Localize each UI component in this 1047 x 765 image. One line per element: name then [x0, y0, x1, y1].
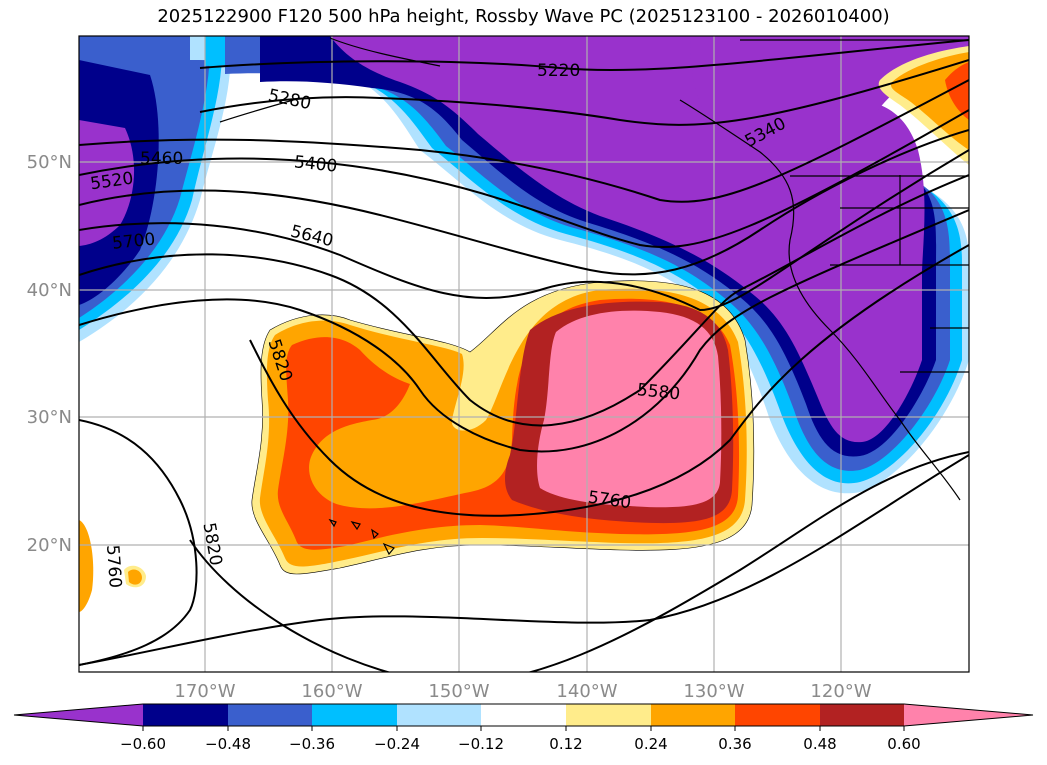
lat-tick: 50°N [27, 152, 72, 173]
colorbar-tick-label: −0.12 [458, 735, 504, 753]
colorbar-segment [481, 704, 566, 726]
lon-tick: 140°W [556, 681, 617, 702]
lon-tick: 160°W [301, 681, 362, 702]
positive-anomaly-central [251, 280, 755, 575]
lat-tick: 20°N [27, 535, 72, 556]
lat-tick: 40°N [27, 280, 72, 301]
contour-label: 5220 [537, 61, 580, 81]
colorbar-tick-label: 0.12 [549, 735, 582, 753]
coastlines [219, 37, 969, 556]
colorbar-tick-label: −0.24 [374, 735, 420, 753]
lon-tick: 130°W [683, 681, 744, 702]
colorbar-segment [397, 704, 481, 726]
colorbar-segment [228, 704, 312, 726]
colorbar-tick-label: −0.48 [205, 735, 251, 753]
contour-label: 5400 [293, 152, 338, 176]
map-panel [78, 35, 970, 673]
colorbar-segment [566, 704, 651, 726]
lon-tick: 120°W [810, 681, 871, 702]
colorbar-tick-label: 0.60 [887, 735, 920, 753]
contour-label: 5760 [102, 544, 125, 589]
colorbar-segment [820, 704, 904, 726]
colorbar-ticks [142, 726, 905, 731]
colorbar-segments [13, 703, 1034, 727]
contour-label: 5460 [140, 149, 183, 169]
colorbar-segment [143, 704, 228, 726]
colorbar-segment [14, 704, 143, 726]
latitude-labels: 50°N 40°N 30°N 20°N [27, 152, 72, 556]
colorbar-tick-label: 0.36 [718, 735, 751, 753]
lon-tick: 150°W [428, 681, 489, 702]
contour-label: 5700 [111, 229, 156, 253]
colorbar-tick-label: 0.24 [634, 735, 667, 753]
colorbar-segment [904, 704, 1033, 726]
contour-label: 5580 [636, 380, 681, 404]
negative-anomaly-northeast [190, 36, 969, 494]
longitude-labels: 170°W 160°W 150°W 140°W 130°W 120°W [174, 681, 871, 702]
colorbar-segment [735, 704, 820, 726]
colorbar: −0.60 −0.48 −0.36 −0.24 −0.12 0.12 0.24 … [13, 703, 1034, 753]
colorbar-segment [651, 704, 735, 726]
colorbar-tick-label: 0.48 [803, 735, 836, 753]
contour-labels: 5220 5280 5340 5400 5460 5520 5640 5700 … [89, 61, 789, 589]
colorbar-tick-label: −0.60 [120, 735, 166, 753]
colorbar-segment [312, 704, 397, 726]
lat-tick: 30°N [27, 407, 72, 428]
colorbar-tick-label: −0.36 [289, 735, 335, 753]
height-contours [79, 39, 969, 672]
map-title: 2025122900 F120 500 hPa height, Rossby W… [157, 6, 890, 27]
lon-tick: 170°W [174, 681, 235, 702]
graticule [79, 36, 969, 672]
negative-anomaly-west [79, 36, 231, 342]
